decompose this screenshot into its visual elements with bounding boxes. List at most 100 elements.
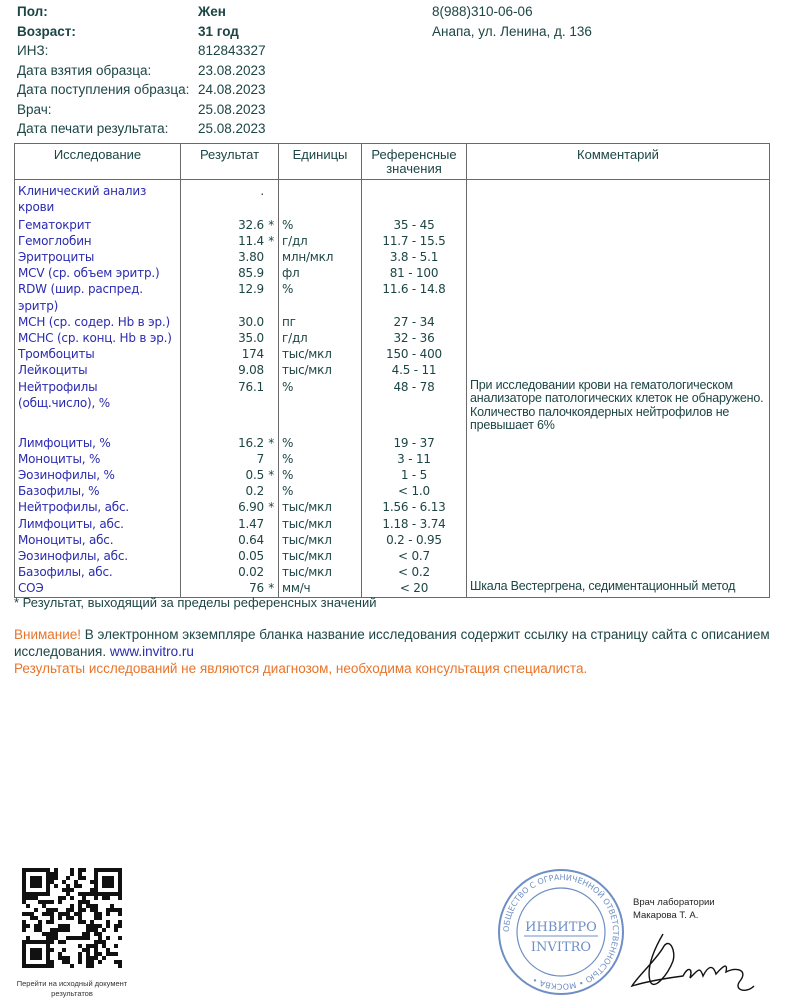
table-header: Исследование Результат Единицы Референсн…	[14, 143, 770, 180]
reference-range	[361, 179, 467, 217]
comment	[466, 450, 770, 467]
reference-range: 150 - 400	[361, 346, 467, 363]
unit: тыс/мкл	[278, 547, 362, 565]
stamp-text-en: INVITRO	[531, 940, 591, 955]
phone: 8(988)310-06-06	[432, 4, 533, 19]
study-name[interactable]: СОЭ	[14, 580, 181, 598]
header-reference: Референсные значения	[361, 143, 467, 180]
result-cell: 30.0	[180, 313, 279, 330]
table-row: Лимфоциты, абс. 1.47 тыс/мкл 1.18 - 3.74	[14, 515, 770, 532]
unit: %	[278, 434, 362, 451]
result-value: 0.02	[238, 565, 264, 580]
invitro-link[interactable]: www.invitro.ru	[109, 644, 194, 659]
study-name[interactable]: Базофилы, абс.	[14, 564, 181, 581]
study-name[interactable]: Базофилы, %	[14, 483, 181, 500]
info-value: 24.08.2023	[198, 82, 266, 97]
study-name[interactable]: Эритроциты	[14, 248, 181, 266]
reference-range: < 0.2	[361, 564, 467, 581]
reference-range: 48 - 78	[361, 378, 467, 435]
header-units: Единицы	[278, 143, 362, 180]
info-label: Дата печати результата:	[17, 121, 169, 136]
study-name[interactable]: Нейтрофилы (общ.число), %	[14, 378, 181, 435]
comment	[466, 483, 770, 500]
result-value: 35.0	[238, 330, 264, 345]
comment	[466, 531, 770, 548]
study-name[interactable]: Эозинофилы, %	[14, 466, 181, 484]
qr-code[interactable]	[22, 867, 122, 969]
comment	[466, 329, 770, 347]
reference-range: 4.5 - 11	[361, 362, 467, 379]
comment	[466, 515, 770, 532]
study-name[interactable]: Нейтрофилы, абс.	[14, 499, 181, 516]
study-name[interactable]: Лимфоциты, %	[14, 434, 181, 451]
result-cell: 76.1	[180, 378, 279, 435]
study-name[interactable]: MCV (ср. объем эритр.)	[14, 265, 181, 282]
info-row: Дата поступления образца: 24.08.2023	[17, 80, 266, 100]
study-name[interactable]: Гематокрит	[14, 216, 181, 233]
result-value: 6.90	[238, 500, 264, 515]
out-of-range-flag: *	[268, 233, 274, 248]
header-result: Результат	[180, 143, 279, 180]
unit: г/дл	[278, 329, 362, 347]
study-name[interactable]: Лейкоциты	[14, 362, 181, 379]
comment	[466, 232, 770, 249]
lab-stamp: ОБЩЕСТВО С ОГРАНИЧЕННОЙ ОТВЕТСТВЕННОСТЬЮ…	[498, 869, 624, 995]
address: Анапа, ул. Ленина, д. 136	[432, 23, 592, 39]
warning-prefix: Внимание!	[14, 627, 82, 642]
study-name[interactable]: MCH (ср. содер. Hb в эр.)	[14, 313, 181, 330]
info-row: Дата взятия образца: 23.08.2023	[17, 61, 266, 81]
unit: %	[278, 281, 362, 314]
unit: тыс/мкл	[278, 531, 362, 548]
reference-range: 11.6 - 14.8	[361, 281, 467, 314]
comment	[466, 265, 770, 282]
reference-range: 1.56 - 6.13	[361, 499, 467, 516]
info-value: 23.08.2023	[198, 62, 266, 78]
study-name[interactable]: Гемоглобин	[14, 232, 181, 249]
result-cell: 1.47	[180, 515, 279, 532]
table-row: Моноциты, % 7% 3 - 11	[14, 450, 770, 467]
table-row: Эозинофилы, абс. 0.05 тыс/мкл < 0.7	[14, 547, 770, 565]
result-cell: 32.6 *	[180, 216, 279, 233]
study-name[interactable]: Лимфоциты, абс.	[14, 515, 181, 532]
out-of-range-flag: *	[268, 435, 274, 450]
result-value: 1.47	[238, 516, 264, 531]
study-name[interactable]: MCHC (ср. конц. Hb в эр.)	[14, 329, 181, 347]
comment	[466, 547, 770, 565]
doctor-title: Врач лаборатории	[633, 897, 715, 908]
result-cell: 11.4 *	[180, 232, 279, 249]
table-row: Моноциты, абс. 0.64 тыс/мкл 0.2 - 0.95	[14, 531, 770, 548]
study-name[interactable]: Тромбоциты	[14, 346, 181, 363]
result-cell: 76 *	[180, 580, 279, 598]
patient-info: Пол: Жен Возраст: 31 год ИНЗ: 812843327 Дата в…	[17, 2, 266, 139]
table-row: СОЭ 76 * мм/ч < 20 Шкала Вестергрена, седимен…	[14, 580, 770, 598]
result-value: 32.6	[238, 217, 264, 232]
info-label: Врач:	[17, 101, 52, 117]
reference-range: 81 - 100	[361, 265, 467, 282]
comment	[466, 248, 770, 266]
study-name[interactable]: RDW (шир. распред. эритр)	[14, 281, 181, 314]
study-name[interactable]: Клинический анализ крови	[14, 179, 181, 217]
table-row: Клинический анализ крови.	[14, 179, 770, 217]
reference-range: 1.18 - 3.74	[361, 515, 467, 532]
doctor-signature-block: Врач лаборатории Макарова Т. А.	[633, 896, 715, 922]
study-name[interactable]: Моноциты, %	[14, 450, 181, 467]
reference-range: 3 - 11	[361, 450, 467, 467]
result-cell: 7	[180, 450, 279, 467]
study-name[interactable]: Моноциты, абс.	[14, 531, 181, 548]
reference-range: 35 - 45	[361, 216, 467, 233]
qr-caption: Перейти на исходный документ результатов	[16, 979, 128, 998]
table-row: Нейтрофилы, абс. 6.90 * тыс/мкл 1.56 - 6.13	[14, 499, 770, 516]
info-value: Жен	[198, 4, 226, 19]
handwritten-signature	[630, 933, 755, 992]
info-row: Дата печати результата: 25.08.2023	[17, 119, 266, 139]
table-row: Эозинофилы, % 0.5 *% 1 - 5	[14, 466, 770, 484]
unit: тыс/мкл	[278, 515, 362, 532]
reference-range: < 1.0	[361, 483, 467, 500]
reference-range: 32 - 36	[361, 329, 467, 347]
result-cell: 0.2	[180, 483, 279, 500]
info-row: Пол: Жен	[17, 2, 266, 22]
result-value: 16.2	[238, 435, 264, 450]
result-value: .	[260, 184, 264, 198]
unit	[278, 179, 362, 217]
study-name[interactable]: Эозинофилы, абс.	[14, 547, 181, 565]
